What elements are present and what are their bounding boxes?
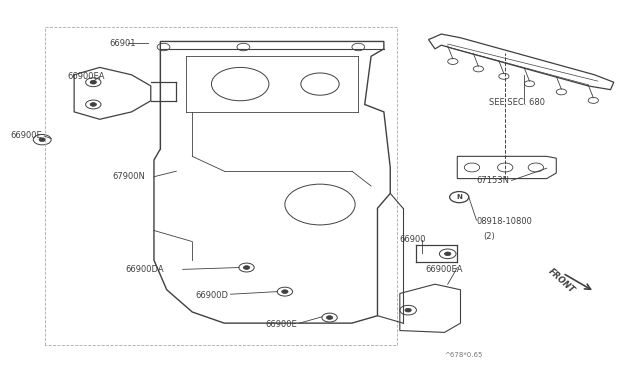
Circle shape [282,290,288,294]
Circle shape [243,266,250,269]
Text: SEE SEC. 680: SEE SEC. 680 [489,98,545,107]
Circle shape [39,138,45,141]
Text: 66900DA: 66900DA [125,265,164,274]
Circle shape [90,103,97,106]
Text: 08918-10800: 08918-10800 [476,217,532,226]
Text: 66901: 66901 [109,39,136,48]
Text: 66900E: 66900E [266,321,298,330]
Text: 66900D: 66900D [195,291,228,300]
Text: (2): (2) [483,231,495,241]
Text: ^678*0.65: ^678*0.65 [445,352,483,357]
Text: N: N [456,194,462,200]
Text: 66900EA: 66900EA [426,265,463,274]
Text: 66900EA: 66900EA [68,72,105,81]
Text: 66900: 66900 [400,235,426,244]
Circle shape [445,252,451,256]
Text: 66900E: 66900E [10,131,42,141]
Text: 67900N: 67900N [113,172,145,181]
Circle shape [90,80,97,84]
Circle shape [326,316,333,320]
Text: 67153N: 67153N [476,176,509,185]
Circle shape [405,308,412,312]
Text: FRONT: FRONT [547,266,577,295]
